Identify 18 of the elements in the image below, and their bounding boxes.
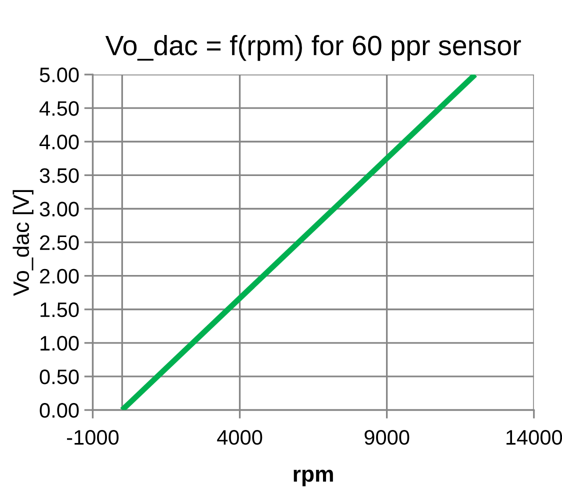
y-tick-label: 4.50 (39, 101, 79, 116)
x-tick-label: 14000 (506, 430, 562, 445)
x-tick-label: 4000 (217, 430, 262, 445)
y-tick-label: 3.50 (40, 168, 79, 183)
x-tick-label: 9000 (364, 430, 410, 445)
y-tick-label: 0.00 (40, 403, 79, 418)
y-axis-title: Vo_dac [V] (12, 190, 34, 296)
y-tick-label: 5.00 (40, 68, 79, 82)
y-tick-label: 1.50 (40, 302, 79, 318)
y-tick-label: 2.50 (40, 235, 79, 250)
y-tick-label: 3.00 (40, 202, 79, 216)
x-tick-label: -1000 (67, 430, 119, 445)
x-axis-title: rpm (294, 470, 333, 486)
y-tick-label: 1.00 (40, 336, 79, 351)
y-tick-label: 0.50 (40, 369, 79, 384)
y-tick-label: 4.00 (39, 134, 79, 150)
y-tick-label: 2.00 (40, 268, 79, 284)
chart-title: Vo_dac = f(rpm) for 60 ppr sensor (105, 34, 521, 61)
